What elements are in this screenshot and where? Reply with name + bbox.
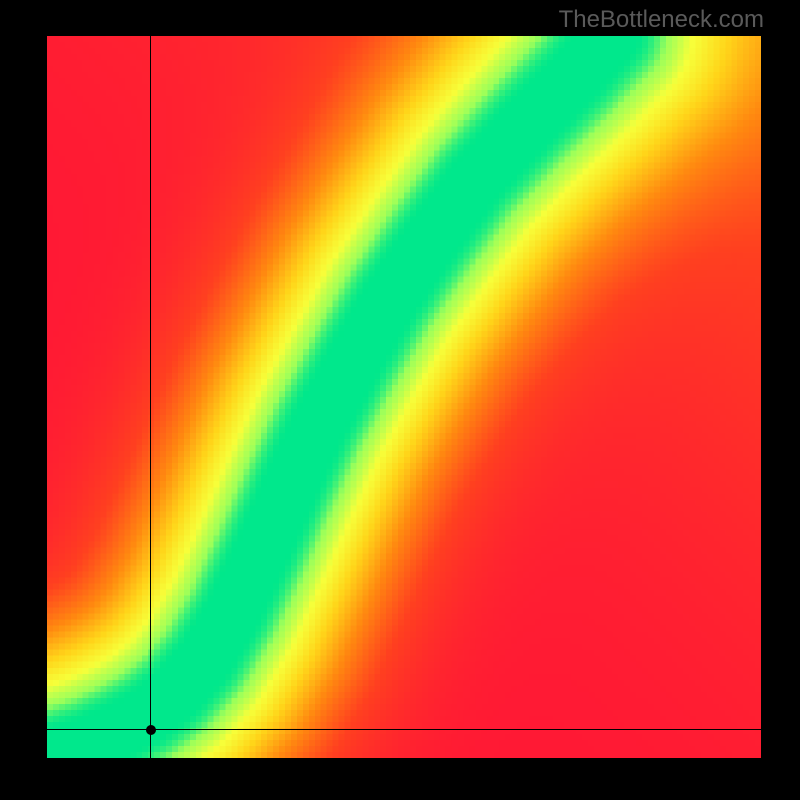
watermark-text: TheBottleneck.com (559, 6, 764, 34)
crosshair-vertical-line (150, 36, 151, 758)
heatmap-canvas (47, 36, 761, 758)
frame: { "canvas": { "width": 800, "height": 80… (0, 0, 800, 800)
heatmap-plot-area (47, 36, 761, 758)
crosshair-marker (146, 725, 156, 735)
